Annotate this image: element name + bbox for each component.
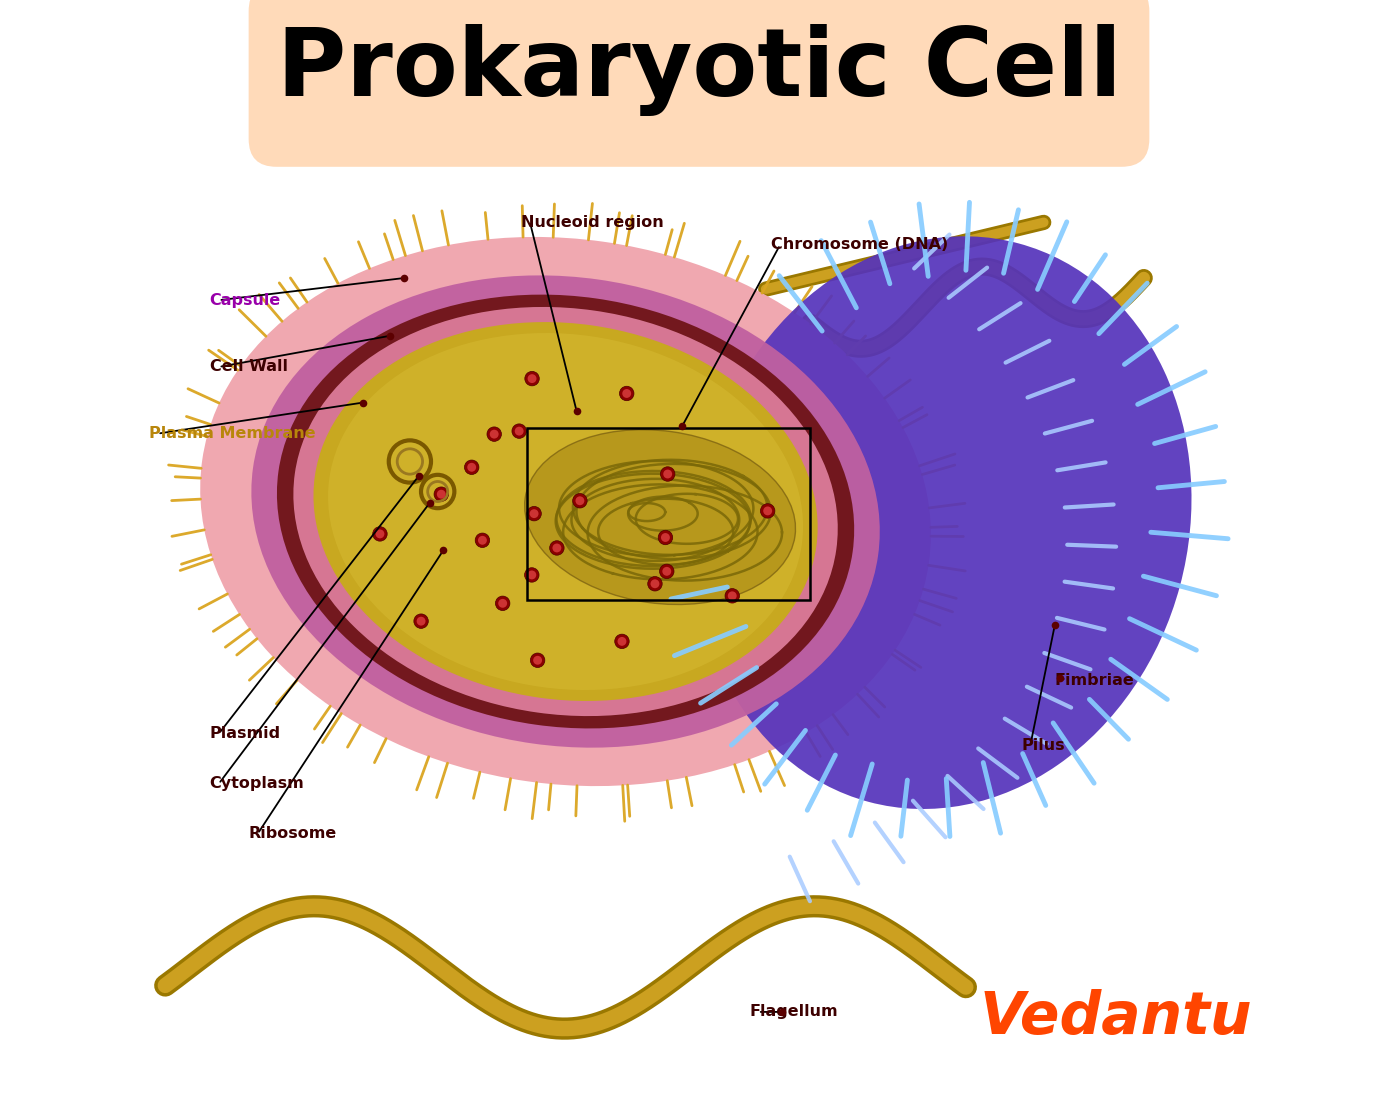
Circle shape [376, 529, 384, 538]
Text: Plasma Membrane: Plasma Membrane [148, 426, 315, 441]
Circle shape [487, 427, 502, 441]
Ellipse shape [252, 276, 879, 747]
Circle shape [658, 530, 672, 545]
Ellipse shape [313, 322, 818, 701]
Circle shape [475, 533, 489, 547]
Circle shape [436, 489, 446, 498]
Circle shape [489, 429, 499, 438]
Text: Capsule: Capsule [210, 292, 281, 308]
Circle shape [763, 506, 772, 515]
Text: Prokaryotic Cell: Prokaryotic Cell [277, 24, 1121, 116]
Ellipse shape [329, 332, 802, 691]
Text: Plasmid: Plasmid [210, 726, 281, 742]
Circle shape [512, 424, 527, 438]
Circle shape [527, 570, 537, 579]
Circle shape [660, 564, 674, 578]
Ellipse shape [277, 295, 854, 728]
Circle shape [433, 487, 449, 502]
Circle shape [663, 469, 672, 478]
Circle shape [573, 494, 587, 508]
Circle shape [576, 496, 584, 505]
Circle shape [761, 504, 774, 518]
Circle shape [650, 579, 660, 588]
Circle shape [619, 386, 633, 400]
Circle shape [478, 536, 487, 545]
Circle shape [618, 637, 626, 646]
Circle shape [661, 533, 670, 542]
FancyBboxPatch shape [249, 0, 1149, 167]
Circle shape [647, 576, 663, 590]
Circle shape [495, 596, 510, 610]
Circle shape [660, 467, 675, 481]
Text: Ribosome: Ribosome [249, 826, 337, 842]
Circle shape [530, 653, 545, 667]
Circle shape [615, 634, 629, 648]
Circle shape [417, 617, 425, 626]
Text: Cytoplasm: Cytoplasm [210, 776, 305, 792]
Circle shape [373, 527, 387, 542]
Circle shape [533, 656, 542, 665]
Circle shape [524, 568, 540, 583]
Circle shape [524, 371, 540, 386]
Circle shape [552, 544, 562, 553]
Ellipse shape [200, 237, 931, 786]
Text: Nucleoid region: Nucleoid region [521, 215, 664, 230]
Circle shape [514, 427, 524, 436]
Ellipse shape [294, 307, 837, 716]
Circle shape [464, 460, 480, 475]
Circle shape [622, 389, 630, 398]
Ellipse shape [696, 236, 1191, 810]
Circle shape [549, 540, 565, 555]
Ellipse shape [524, 429, 795, 605]
Circle shape [663, 567, 671, 576]
Text: Vedantu: Vedantu [980, 989, 1253, 1046]
Circle shape [527, 506, 541, 520]
Circle shape [726, 588, 740, 603]
Text: Flagellum: Flagellum [749, 1004, 837, 1020]
Text: Fimbriae: Fimbriae [1055, 673, 1135, 688]
Circle shape [498, 599, 507, 608]
Circle shape [527, 374, 537, 383]
Circle shape [467, 463, 477, 471]
Text: Cell Wall: Cell Wall [210, 359, 288, 375]
Bar [527, 428, 811, 600]
Text: Pilus: Pilus [1022, 737, 1065, 753]
Circle shape [414, 614, 428, 628]
Circle shape [728, 592, 737, 600]
Circle shape [530, 509, 538, 518]
Text: Chromosome (DNA): Chromosome (DNA) [772, 237, 948, 252]
